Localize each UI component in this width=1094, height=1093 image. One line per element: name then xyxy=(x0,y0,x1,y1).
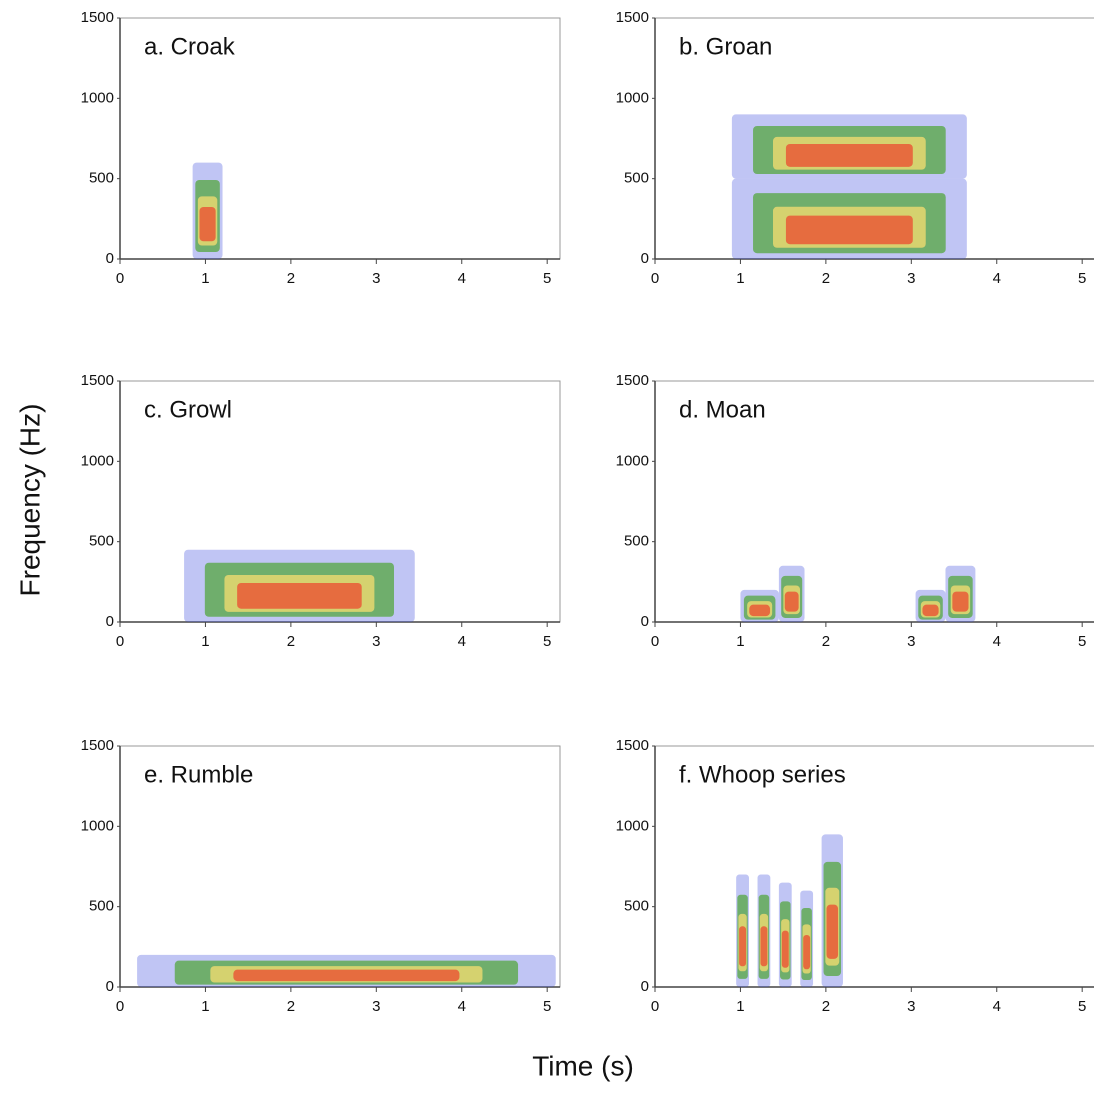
y-tick-label: 1500 xyxy=(616,372,649,389)
x-tick-label: 4 xyxy=(993,633,1001,650)
call-energy xyxy=(760,926,768,967)
y-tick-label: 1000 xyxy=(81,817,114,834)
x-tick-label: 4 xyxy=(458,270,466,287)
x-tick-label: 0 xyxy=(651,633,659,650)
y-tick-label: 1000 xyxy=(616,452,649,469)
call-energy xyxy=(785,143,913,167)
call-energy xyxy=(781,930,789,968)
y-tick-label: 1500 xyxy=(616,9,649,26)
call-energy xyxy=(785,215,913,245)
x-axis-label: Time (s) xyxy=(532,1050,634,1081)
x-tick-label: 3 xyxy=(907,998,915,1015)
x-tick-label: 2 xyxy=(287,270,295,287)
y-tick-label: 500 xyxy=(624,170,649,187)
y-tick-label: 0 xyxy=(641,613,649,630)
call-energy xyxy=(922,604,939,617)
y-tick-label: 1500 xyxy=(81,372,114,389)
y-tick-label: 0 xyxy=(641,250,649,267)
y-tick-label: 0 xyxy=(106,613,114,630)
panel-title: a. Croak xyxy=(144,33,236,60)
x-tick-label: 4 xyxy=(993,270,1001,287)
call-energy xyxy=(237,582,362,609)
x-tick-label: 2 xyxy=(287,633,295,650)
x-tick-label: 3 xyxy=(372,270,380,287)
y-tick-label: 1500 xyxy=(81,9,114,26)
panel-title: b. Groan xyxy=(679,33,772,60)
x-tick-label: 1 xyxy=(736,633,744,650)
x-tick-label: 4 xyxy=(458,998,466,1015)
y-tick-label: 0 xyxy=(641,978,649,995)
x-tick-label: 1 xyxy=(201,633,209,650)
y-tick-label: 0 xyxy=(106,250,114,267)
y-tick-label: 500 xyxy=(89,898,114,915)
y-tick-label: 500 xyxy=(624,898,649,915)
x-tick-label: 3 xyxy=(372,998,380,1015)
y-axis-label: Frequency (Hz) xyxy=(14,404,45,597)
y-tick-label: 1000 xyxy=(616,817,649,834)
x-tick-label: 2 xyxy=(822,998,830,1015)
x-tick-label: 1 xyxy=(201,270,209,287)
x-tick-label: 5 xyxy=(543,633,551,650)
x-tick-label: 1 xyxy=(736,998,744,1015)
x-tick-label: 3 xyxy=(372,633,380,650)
y-tick-label: 0 xyxy=(106,978,114,995)
x-tick-label: 0 xyxy=(116,633,124,650)
x-tick-label: 0 xyxy=(116,270,124,287)
call-energy xyxy=(199,206,216,242)
x-tick-label: 5 xyxy=(543,998,551,1015)
call-energy xyxy=(952,591,969,612)
x-tick-label: 0 xyxy=(651,270,659,287)
x-tick-label: 0 xyxy=(651,998,659,1015)
x-tick-label: 2 xyxy=(822,633,830,650)
call-energy xyxy=(233,969,460,982)
panel-title: e. Rumble xyxy=(144,761,253,788)
y-tick-label: 1500 xyxy=(81,737,114,754)
x-tick-label: 1 xyxy=(736,270,744,287)
y-tick-label: 500 xyxy=(89,533,114,550)
call-energy xyxy=(784,591,799,612)
x-tick-label: 5 xyxy=(1078,633,1086,650)
y-tick-label: 500 xyxy=(624,533,649,550)
x-tick-label: 3 xyxy=(907,633,915,650)
x-tick-label: 4 xyxy=(458,633,466,650)
call-energy xyxy=(826,904,839,959)
y-tick-label: 1000 xyxy=(81,452,114,469)
y-tick-label: 1500 xyxy=(616,737,649,754)
x-tick-label: 2 xyxy=(822,270,830,287)
y-tick-label: 1000 xyxy=(616,89,649,106)
call-energy xyxy=(749,604,771,617)
x-tick-label: 5 xyxy=(1078,998,1086,1015)
x-tick-label: 2 xyxy=(287,998,295,1015)
x-tick-label: 5 xyxy=(543,270,551,287)
x-tick-label: 5 xyxy=(1078,270,1086,287)
x-tick-label: 3 xyxy=(907,270,915,287)
call-energy xyxy=(803,934,811,970)
x-tick-label: 1 xyxy=(201,998,209,1015)
y-tick-label: 1000 xyxy=(81,89,114,106)
panel-title: d. Moan xyxy=(679,396,766,423)
x-tick-label: 0 xyxy=(116,998,124,1015)
call-energy xyxy=(739,926,747,967)
panel-title: f. Whoop series xyxy=(679,761,846,788)
panel-title: c. Growl xyxy=(144,396,232,423)
x-tick-label: 4 xyxy=(993,998,1001,1015)
y-tick-label: 500 xyxy=(89,170,114,187)
